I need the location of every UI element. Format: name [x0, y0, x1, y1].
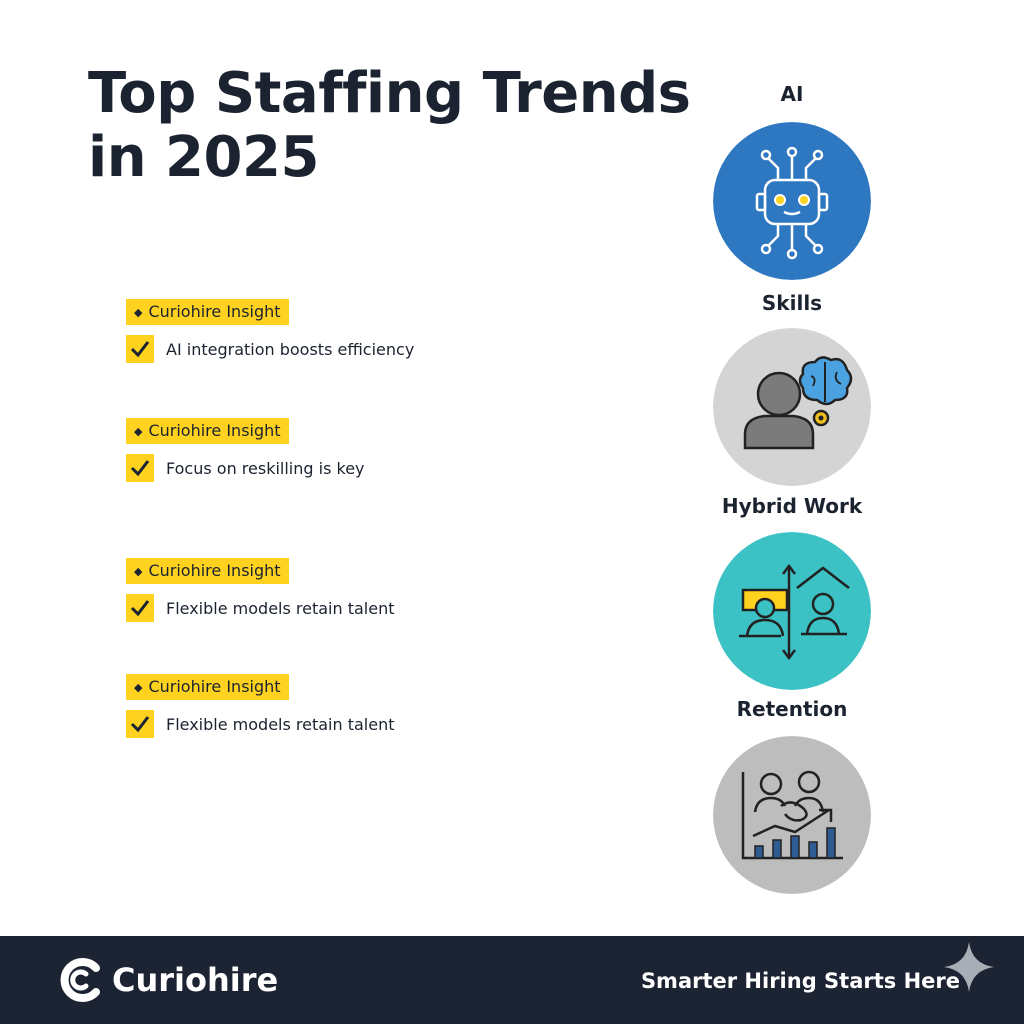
- checkmark-icon: [126, 710, 154, 738]
- insight-item: ◆ Curiohire Insight Flexible models retai…: [126, 558, 395, 622]
- checkmark-icon: [126, 454, 154, 482]
- page-title: Top Staffing Trends in 2025: [88, 61, 691, 190]
- curiohire-logo-icon: [60, 958, 100, 1002]
- hybrid-work-icon: [713, 532, 871, 690]
- diamond-icon: ◆: [134, 565, 143, 578]
- insight-point: Flexible models retain talent: [126, 710, 395, 738]
- diamond-icon: ◆: [134, 425, 143, 438]
- trend-label-retention: Retention: [736, 697, 848, 721]
- insight-item: ◆ Curiohire Insight AI integration boosts…: [126, 299, 414, 363]
- insight-text: AI integration boosts efficiency: [166, 339, 415, 359]
- footer-tagline: Smarter Hiring Starts Here: [640, 969, 960, 993]
- insight-badge-label: Curiohire Insight: [148, 302, 281, 321]
- sparkle-icon: [944, 942, 994, 992]
- insight-badge: ◆ Curiohire Insight: [126, 418, 289, 444]
- insight-badge: ◆ Curiohire Insight: [126, 299, 289, 325]
- footer-bar: Curiohire Smarter Hiring Starts Here: [0, 936, 1024, 1024]
- insight-badge: ◆ Curiohire Insight: [126, 674, 289, 700]
- insight-point: AI integration boosts efficiency: [126, 335, 414, 363]
- insight-badge: ◆ Curiohire Insight: [126, 558, 289, 584]
- brand-name: Curiohire: [112, 961, 279, 999]
- checkmark-icon: [126, 594, 154, 622]
- insight-text: Flexible models retain talent: [166, 714, 395, 734]
- person-brain-icon: [713, 328, 871, 486]
- diamond-icon: ◆: [134, 306, 143, 319]
- insight-point: Flexible models retain talent: [126, 594, 395, 622]
- insight-badge-label: Curiohire Insight: [148, 561, 281, 580]
- insight-point: Focus on reskilling is key: [126, 454, 365, 482]
- ai-robot-icon: [713, 122, 871, 280]
- insight-text: Focus on reskilling is key: [166, 458, 365, 478]
- retention-growth-icon: [713, 736, 871, 894]
- insight-badge-label: Curiohire Insight: [148, 677, 281, 696]
- insight-badge-label: Curiohire Insight: [148, 421, 281, 440]
- trend-label-ai: AI: [780, 82, 804, 106]
- diamond-icon: ◆: [134, 681, 143, 694]
- trend-label-hybrid-work: Hybrid Work: [721, 494, 863, 518]
- insight-item: ◆ Curiohire Insight Flexible models retai…: [126, 674, 395, 738]
- checkmark-icon: [126, 335, 154, 363]
- insight-item: ◆ Curiohire Insight Focus on reskilling i…: [126, 418, 365, 482]
- insight-text: Flexible models retain talent: [166, 598, 395, 618]
- trend-label-skills: Skills: [761, 291, 823, 315]
